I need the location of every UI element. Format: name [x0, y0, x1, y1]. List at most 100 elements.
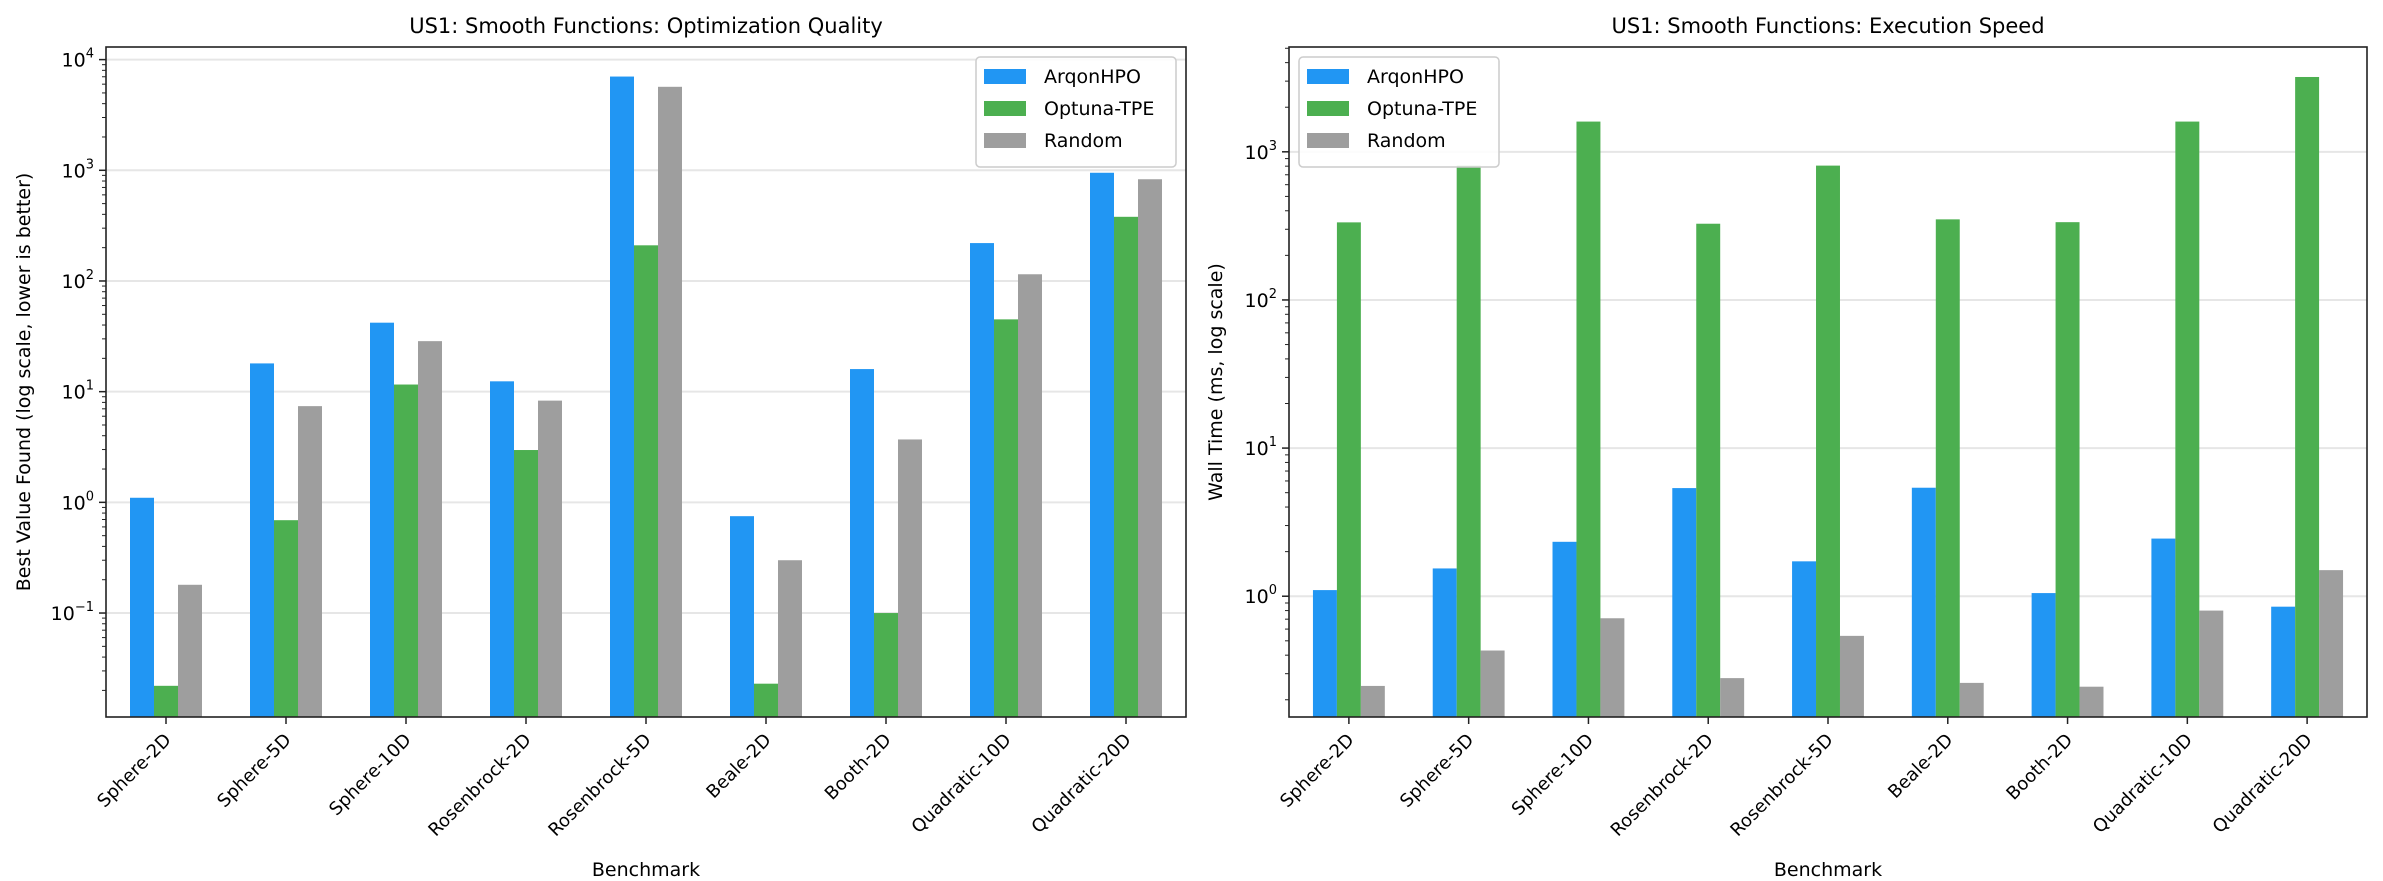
x-tick-label: Beale-2D [1884, 730, 1957, 803]
y-tick-exponent: 3 [86, 157, 94, 172]
bar-arqonhpo-sphere-10d [370, 322, 394, 717]
y-tick-exponent: 2 [86, 268, 94, 283]
x-tick-label: Booth-2D [821, 730, 896, 805]
x-tick-label: Sphere-5D [1396, 730, 1478, 812]
bar-optuna-tpe-booth-2d [874, 613, 898, 717]
legend-swatch-optuna-tpe [1307, 101, 1349, 116]
bar-optuna-tpe-beale-2d [1935, 219, 1960, 717]
x-tick-label: Quadratic-10D [908, 730, 1016, 838]
legend-swatch-optuna-tpe [984, 101, 1026, 116]
bar-optuna-tpe-sphere-10d [394, 384, 418, 717]
bar-arqonhpo-quadratic-10d [970, 243, 994, 717]
y-tick-base: 10 [62, 160, 86, 182]
bar-arqonhpo-sphere-2d [1312, 590, 1337, 717]
bar-optuna-tpe-sphere-10d [1576, 121, 1601, 717]
bar-random-quadratic-20d [2319, 570, 2344, 717]
y-tick-base: 10 [62, 492, 86, 514]
bar-optuna-tpe-quadratic-20d [2295, 76, 2320, 718]
bar-optuna-tpe-booth-2d [2055, 222, 2080, 718]
y-tick-exponent: 1 [1269, 435, 1277, 450]
x-tick-label: Quadratic-20D [1028, 730, 1136, 838]
x-tick-label: Sphere-2D [1276, 730, 1358, 812]
legend-label: ArqonHPO [1367, 66, 1464, 88]
chart-1: Sphere-2D Sphere-5D Sphere-10D Rosenbrock-2… [13, 14, 1187, 881]
axes-frame [1288, 46, 2368, 718]
bar-optuna-tpe-sphere-2d [154, 685, 178, 717]
bar-optuna-tpe-rosenbrock-5d [634, 245, 658, 717]
x-tick-label: Rosenbrock-5D [1726, 730, 1837, 841]
bar-random-rosenbrock-5d [658, 86, 682, 717]
bar-random-rosenbrock-2d [538, 400, 562, 717]
bar-arqonhpo-rosenbrock-5d [1792, 561, 1817, 717]
x-tick-label: Sphere-10D [325, 730, 415, 820]
bar-random-sphere-2d [1360, 685, 1385, 717]
y-tick-label: 100 [62, 489, 94, 514]
y-tick-base: 10 [62, 271, 86, 293]
legend-label: Optuna-TPE [1367, 98, 1477, 120]
x-tick-label: Booth-2D [2002, 730, 2077, 805]
y-tick-exponent: 2 [1269, 287, 1277, 302]
bar-arqonhpo-quadratic-20d [1090, 172, 1114, 717]
bar-arqonhpo-sphere-5d [250, 363, 274, 717]
x-tick-label: Rosenbrock-2D [1607, 730, 1718, 841]
x-tick-label: Rosenbrock-5D [544, 730, 655, 841]
legend: ArqonHPO Optuna-TPE Random [1298, 56, 1500, 168]
y-tick-base: 10 [62, 50, 86, 72]
bar-optuna-tpe-beale-2d [754, 683, 778, 717]
bar-random-sphere-5d [1480, 650, 1505, 717]
y-tick-base: 10 [1245, 290, 1269, 312]
chart-2: Sphere-2D Sphere-5D Sphere-10D Rosenbrock-2… [1205, 14, 2368, 881]
y-tick-base: 10 [1245, 586, 1269, 608]
bar-arqonhpo-beale-2d [1911, 487, 1936, 717]
bar-arqonhpo-sphere-10d [1552, 541, 1577, 717]
bar-arqonhpo-rosenbrock-2d [1672, 488, 1697, 717]
bar-random-beale-2d [778, 560, 802, 717]
bar-optuna-tpe-rosenbrock-2d [1696, 223, 1721, 718]
bar-optuna-tpe-rosenbrock-5d [1816, 165, 1840, 717]
y-tick-label: 102 [1245, 287, 1277, 312]
chart-title: US1: Smooth Functions: Execution Speed [1611, 14, 2044, 38]
legend-label: ArqonHPO [1044, 66, 1141, 88]
bar-random-booth-2d [2079, 686, 2104, 717]
bar-arqonhpo-sphere-5d [1432, 568, 1457, 717]
x-tick-label: Beale-2D [702, 730, 775, 803]
legend-label: Random [1044, 130, 1123, 152]
y-tick-label: 101 [62, 379, 94, 404]
y-tick-base: 10 [1245, 142, 1269, 164]
legend-swatch-random [1307, 133, 1349, 148]
bar-arqonhpo-booth-2d [850, 369, 874, 717]
x-axis-label: Benchmark [592, 859, 700, 881]
bar-optuna-tpe-quadratic-20d [1114, 216, 1138, 717]
bar-random-quadratic-10d [1018, 274, 1042, 717]
y-tick-exponent: −1 [75, 600, 94, 615]
legend: ArqonHPO Optuna-TPE Random [975, 56, 1177, 168]
chart-title: US1: Smooth Functions: Optimization Qual… [409, 14, 883, 38]
y-tick-label: 102 [62, 268, 94, 293]
bar-optuna-tpe-quadratic-10d [994, 319, 1018, 717]
legend-swatch-arqonhpo [984, 69, 1026, 84]
y-tick-label: 101 [1245, 435, 1277, 460]
bar-random-rosenbrock-5d [1839, 635, 1864, 717]
legend-swatch-random [984, 133, 1026, 148]
y-tick-exponent: 0 [86, 489, 94, 504]
y-tick-label: 10−1 [51, 600, 94, 625]
bar-random-quadratic-10d [2199, 610, 2224, 717]
y-tick-exponent: 1 [86, 379, 94, 394]
bar-random-rosenbrock-2d [1720, 678, 1745, 717]
bar-optuna-tpe-sphere-2d [1336, 222, 1361, 717]
y-tick-label: 100 [1245, 583, 1277, 608]
x-tick-label: Sphere-5D [213, 730, 295, 812]
x-tick-label: Quadratic-20D [2209, 730, 2317, 838]
bar-random-booth-2d [898, 439, 922, 717]
bar-random-sphere-2d [178, 584, 202, 717]
bar-arqonhpo-rosenbrock-5d [610, 76, 634, 718]
x-tick-label: Sphere-10D [1508, 730, 1598, 820]
bar-optuna-tpe-sphere-5d [274, 520, 298, 717]
y-tick-base: 10 [62, 382, 86, 404]
x-tick-label: Sphere-2D [93, 730, 175, 812]
bar-random-sphere-10d [418, 341, 442, 717]
bar-arqonhpo-rosenbrock-2d [490, 381, 514, 717]
legend-swatch-arqonhpo [1307, 69, 1349, 84]
bar-arqonhpo-booth-2d [2031, 593, 2056, 717]
